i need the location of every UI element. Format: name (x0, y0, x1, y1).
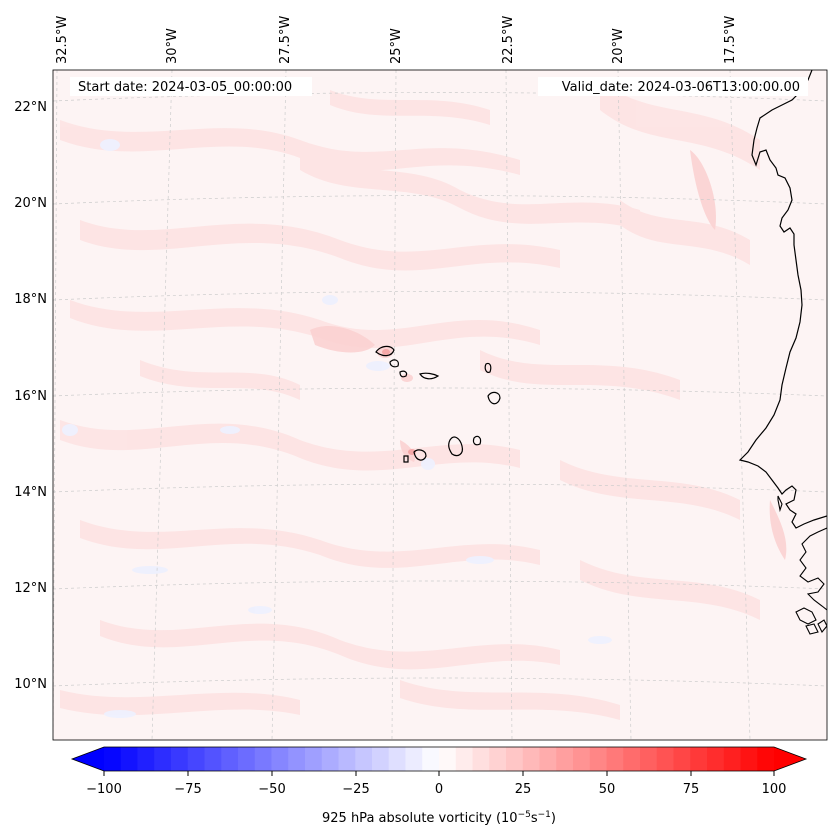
lat-label: 18°N (14, 292, 47, 307)
valid-date-label: Valid_date: 2024-03-06T13:00:00.00 (562, 80, 800, 95)
colorbar-segment (154, 747, 172, 771)
colorbar-segments (104, 747, 775, 771)
lon-label: 22.5°W (501, 16, 516, 64)
colorbar-segment (757, 747, 775, 771)
cape-verde-islands (375, 345, 501, 463)
colorbar: −100 −75 −50 −25 0 25 50 75 100 925 hPa … (70, 746, 808, 826)
lon-label: 20°W (611, 28, 626, 64)
lat-label: 20°N (14, 196, 47, 211)
colorbar-segment (221, 747, 239, 771)
start-date-box (70, 77, 312, 96)
colorbar-segment (305, 747, 323, 771)
colorbar-tick-label: 25 (515, 782, 532, 797)
colorbar-label: 925 hPa absolute vorticity (10−5s−1) (322, 810, 556, 826)
lon-label: 30°W (165, 28, 180, 64)
colorbar-segment (740, 747, 758, 771)
colorbar-segment (556, 747, 574, 771)
longitude-labels: 32.5°W 30°W 27.5°W 25°W 22.5°W 20°W 17.5… (55, 16, 738, 64)
colorbar-segment (355, 747, 373, 771)
colorbar-segment (690, 747, 708, 771)
colorbar-segment (137, 747, 155, 771)
colorbar-segment (506, 747, 524, 771)
colorbar-tick-label: −50 (258, 782, 285, 797)
colorbar-segment (589, 747, 608, 771)
colorbar-segment (388, 747, 407, 771)
colorbar-segment (288, 747, 306, 771)
colorbar-tick-labels: −100 −75 −50 −25 0 25 50 75 100 (86, 782, 786, 797)
colorbar-segment (522, 747, 541, 771)
colorbar-segment (455, 747, 474, 771)
colorbar-tick-label: 100 (762, 782, 787, 797)
colorbar-segment (238, 747, 256, 771)
lon-label: 25°W (389, 28, 404, 64)
map-frame (52, 69, 828, 741)
colorbar-low-extend (72, 747, 104, 771)
colorbar-tick-label: 50 (599, 782, 616, 797)
colorbar-segment (372, 747, 390, 771)
colorbar-segment (405, 747, 423, 771)
lat-label: 10°N (14, 677, 47, 692)
colorbar-segment (640, 747, 658, 771)
start-date-label: Start date: 2024-03-05_00:00:00 (78, 80, 292, 95)
colorbar-segment (171, 747, 189, 771)
colorbar-segment (321, 747, 340, 771)
lat-label: 12°N (14, 581, 47, 596)
colorbar-ticks (103, 771, 775, 776)
colorbar-segment (707, 747, 725, 771)
lon-label: 32.5°W (55, 16, 70, 64)
colorbar-tick-label: 75 (683, 782, 700, 797)
colorbar-segment (472, 747, 490, 771)
latitude-labels: 22°N 20°N 18°N 16°N 14°N 12°N 10°N (14, 100, 47, 692)
colorbar-segment (439, 747, 457, 771)
colorbar-segment (422, 747, 440, 771)
map-panel: Start date: 2024-03-05_00:00:00 Valid_da… (14, 16, 828, 741)
colorbar-segment (187, 747, 206, 771)
colorbar-segment (338, 747, 356, 771)
colorbar-tick-label: −25 (342, 782, 369, 797)
colorbar-segment (539, 747, 557, 771)
lat-label: 14°N (14, 485, 47, 500)
colorbar-segment (623, 747, 641, 771)
colorbar-segment (120, 747, 139, 771)
africa-coastline (738, 70, 827, 529)
lat-label: 16°N (14, 389, 47, 404)
colorbar-segment (573, 747, 591, 771)
colorbar-segment (104, 747, 122, 771)
colorbar-segment (606, 747, 624, 771)
colorbar-segment (254, 747, 273, 771)
colorbar-tick-label: −75 (174, 782, 201, 797)
colorbar-segment (723, 747, 742, 771)
lat-label: 22°N (14, 100, 47, 115)
colorbar-high-extend (774, 747, 806, 771)
colorbar-segment (656, 747, 675, 771)
colorbar-segment (271, 747, 289, 771)
colorbar-tick-label: −100 (86, 782, 122, 797)
colorbar-segment (489, 747, 507, 771)
lon-label: 27.5°W (278, 16, 293, 64)
colorbar-segment (673, 747, 691, 771)
lon-label: 17.5°W (723, 16, 738, 64)
vorticity-field-patches (53, 70, 827, 740)
colorbar-segment (204, 747, 222, 771)
colorbar-tick-label: 0 (435, 782, 443, 797)
map-gridlines (53, 70, 827, 740)
valid-date-box (538, 77, 808, 96)
